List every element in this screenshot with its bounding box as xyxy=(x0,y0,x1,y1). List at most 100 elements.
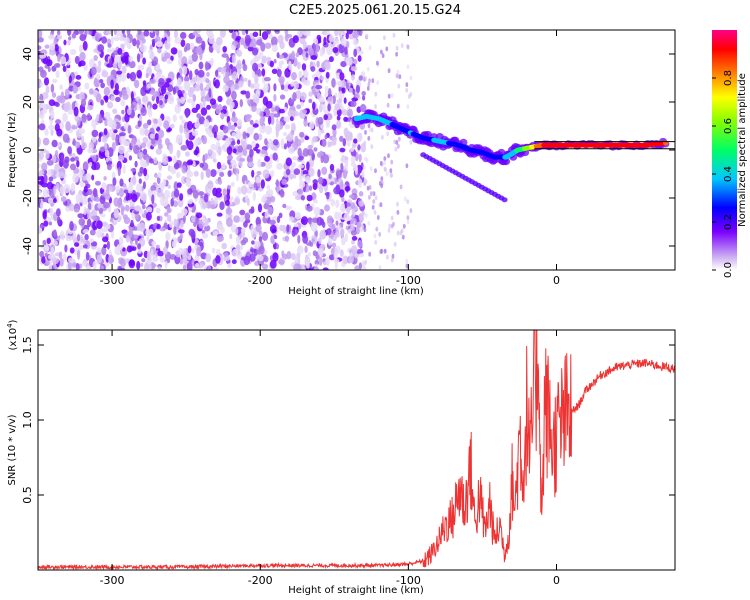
noise-speck xyxy=(373,233,377,239)
noise-speck xyxy=(320,129,325,134)
noise-speck xyxy=(167,207,172,214)
noise-speck xyxy=(193,149,199,156)
noise-speck xyxy=(257,254,264,262)
noise-speck xyxy=(237,145,243,153)
noise-speck xyxy=(388,223,392,229)
noise-speck xyxy=(265,125,272,135)
noise-speck xyxy=(54,44,59,52)
noise-speck xyxy=(291,122,296,133)
noise-speck xyxy=(187,199,193,205)
noise-speck xyxy=(255,176,261,183)
noise-speck xyxy=(192,31,198,36)
noise-speck xyxy=(396,210,400,215)
noise-speck xyxy=(375,226,379,232)
noise-speck xyxy=(192,76,198,83)
noise-speck xyxy=(198,191,205,196)
noise-speck xyxy=(221,163,226,170)
noise-speck xyxy=(191,248,195,254)
noise-speck xyxy=(166,214,172,222)
noise-speck xyxy=(335,199,340,209)
noise-speck xyxy=(142,193,147,203)
noise-speck xyxy=(68,74,72,84)
noise-speck xyxy=(303,70,309,78)
noise-speck xyxy=(42,188,50,197)
noise-speck xyxy=(323,36,327,46)
noise-speck xyxy=(204,127,209,133)
noise-speck xyxy=(120,207,125,216)
noise-speck xyxy=(251,38,257,48)
noise-speck xyxy=(282,203,287,209)
noise-speck xyxy=(212,158,217,163)
noise-speck xyxy=(391,253,395,259)
noise-speck xyxy=(269,60,274,68)
noise-speck xyxy=(324,134,328,140)
noise-speck xyxy=(240,227,246,234)
noise-speck xyxy=(115,136,119,147)
noise-speck xyxy=(336,108,342,117)
noise-speck xyxy=(191,53,198,62)
noise-speck xyxy=(409,208,413,214)
noise-speck xyxy=(41,255,46,264)
noise-speck xyxy=(186,262,193,270)
noise-speck xyxy=(333,251,338,261)
noise-speck xyxy=(215,69,219,78)
noise-speck xyxy=(250,206,255,213)
noise-speck xyxy=(130,91,134,102)
noise-speck xyxy=(340,162,344,170)
noise-speck xyxy=(308,158,314,168)
noise-speck xyxy=(93,91,98,98)
noise-speck xyxy=(240,239,247,246)
noise-speck xyxy=(124,204,130,212)
noise-speck xyxy=(255,143,260,149)
noise-speck xyxy=(276,216,281,224)
noise-speck xyxy=(59,84,63,91)
snr-plot-area xyxy=(38,330,675,570)
noise-speck xyxy=(95,161,100,171)
noise-speck xyxy=(358,178,363,189)
noise-speck xyxy=(235,227,239,235)
noise-speck xyxy=(69,247,75,254)
noise-speck xyxy=(334,211,339,221)
noise-speck xyxy=(227,170,232,178)
noise-speck xyxy=(217,146,222,156)
noise-speck xyxy=(157,250,164,257)
noise-speck xyxy=(77,194,83,203)
noise-speck xyxy=(200,171,204,181)
noise-speck xyxy=(172,200,178,208)
noise-speck xyxy=(86,113,91,122)
noise-speck xyxy=(363,266,367,270)
noise-speck xyxy=(208,149,212,155)
noise-speck xyxy=(332,127,337,138)
noise-speck xyxy=(396,103,400,109)
noise-speck xyxy=(295,212,301,220)
noise-speck xyxy=(366,86,370,91)
noise-speck xyxy=(308,91,313,97)
noise-speck xyxy=(179,258,184,265)
noise-speck xyxy=(331,78,336,88)
noise-speck xyxy=(49,43,56,51)
noise-speck xyxy=(219,201,225,211)
noise-speck xyxy=(349,194,355,199)
noise-speck xyxy=(95,93,102,103)
noise-speck xyxy=(148,158,155,164)
noise-speck xyxy=(358,253,365,258)
noise-speck xyxy=(51,139,58,148)
noise-speck xyxy=(55,63,61,68)
spectrogram-noise-field xyxy=(38,30,413,270)
snr-y-label: SNR (10 * v/v) xyxy=(7,414,18,485)
noise-speck xyxy=(96,230,102,238)
noise-speck xyxy=(77,213,84,219)
noise-speck xyxy=(263,77,271,82)
noise-speck xyxy=(393,139,396,145)
noise-speck xyxy=(406,44,410,50)
noise-speck xyxy=(350,245,358,255)
noise-speck xyxy=(247,99,251,105)
noise-speck xyxy=(258,236,263,243)
noise-speck xyxy=(69,220,74,231)
noise-speck xyxy=(124,151,129,159)
noise-speck xyxy=(150,30,154,33)
noise-speck xyxy=(258,230,263,236)
noise-speck xyxy=(222,46,227,53)
noise-speck xyxy=(146,233,150,243)
